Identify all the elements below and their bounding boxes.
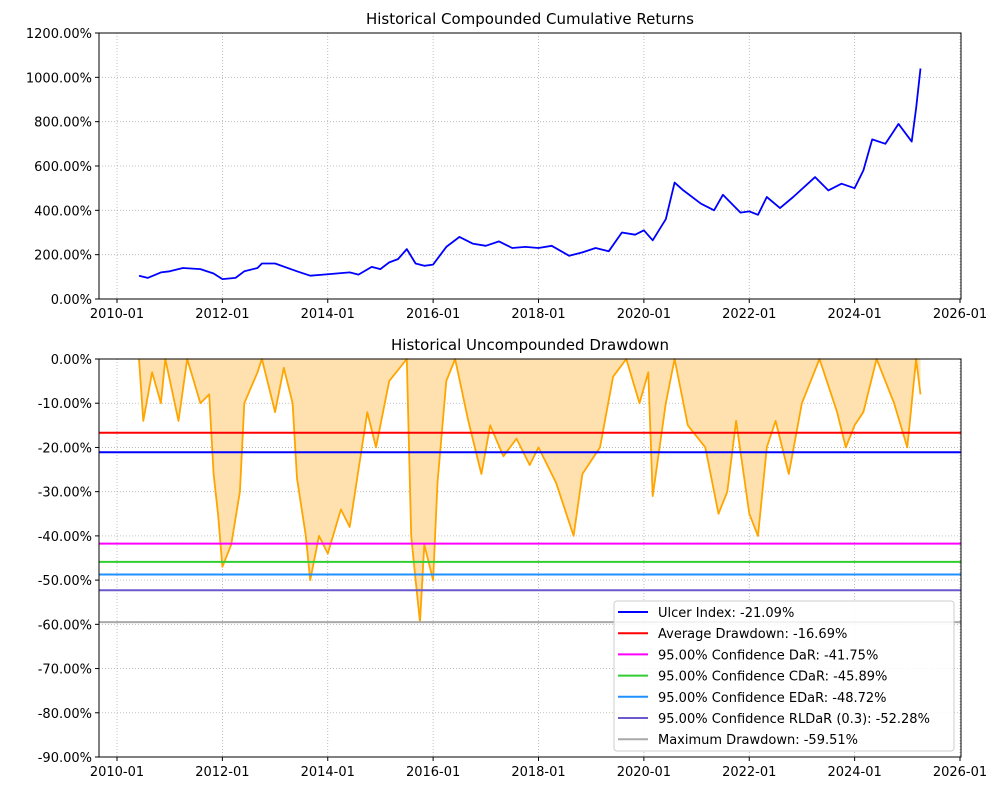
y-tick-label: 1200.00% xyxy=(26,27,92,42)
legend-item: 95.00% Confidence RLDaR (0.3): -52.28% xyxy=(618,712,930,727)
top-series xyxy=(138,68,922,280)
top-chart-title: Historical Compounded Cumulative Returns xyxy=(366,10,694,28)
y-tick-label: -70.00% xyxy=(38,663,92,678)
x-tick-label: 2012-01 xyxy=(195,307,249,322)
bottom-y-ticks: 0.00% -10.00% -20.00% -30.00% -40.00% -50.00%… xyxy=(38,353,99,766)
x-tick-label: 2010-01 xyxy=(90,307,144,322)
y-tick-label: 1000.00% xyxy=(26,71,92,86)
x-tick-label: 2014-01 xyxy=(301,765,355,780)
legend-label: 95.00% Confidence DaR: -41.75% xyxy=(658,648,878,663)
bottom-series xyxy=(138,358,922,623)
legend-item: Average Drawdown: -16.69% xyxy=(618,627,847,642)
legend-box xyxy=(613,600,955,752)
top-grid xyxy=(99,32,961,300)
y-tick-label: 0.00% xyxy=(51,353,92,368)
bottom-chart-title: Historical Uncompounded Drawdown xyxy=(391,336,669,354)
risk-lines xyxy=(99,431,961,624)
x-tick-label: 2026-01 xyxy=(933,765,987,780)
legend-item: 95.00% Confidence CDaR: -45.89% xyxy=(618,670,887,685)
legend-label: 95.00% Confidence RLDaR (0.3): -52.28% xyxy=(658,712,930,727)
cumulative-returns-chart: Historical Compounded Cumulative Returns… xyxy=(26,10,987,322)
x-tick-label: 2020-01 xyxy=(617,765,671,780)
y-tick-label: -60.00% xyxy=(38,618,92,633)
legend-label: Maximum Drawdown: -59.51% xyxy=(658,733,858,748)
y-tick-label: 400.00% xyxy=(34,204,92,219)
legend-item: Maximum Drawdown: -59.51% xyxy=(618,733,858,748)
bottom-x-ticks: 2010-01 2012-01 2014-01 2016-01 2018-01 2020-… xyxy=(90,757,987,780)
y-tick-label: 600.00% xyxy=(34,160,92,175)
legend: Ulcer Index: -21.09% Average Drawdown: -1… xyxy=(613,600,955,752)
legend-label: 95.00% Confidence CDaR: -45.89% xyxy=(658,670,887,685)
y-tick-label: -10.00% xyxy=(38,397,92,412)
x-tick-label: 2024-01 xyxy=(827,307,881,322)
x-tick-label: 2026-01 xyxy=(933,307,987,322)
y-tick-label: 200.00% xyxy=(34,249,92,264)
x-tick-label: 2010-01 xyxy=(90,765,144,780)
top-x-ticks: 2010-01 2012-01 2014-01 2016-01 2018-01 2020-… xyxy=(90,299,987,322)
x-tick-label: 2016-01 xyxy=(406,307,460,322)
drawdown-chart: Historical Uncompounded Drawdown 0.00% -1… xyxy=(38,336,987,780)
bottom-axes-frame xyxy=(98,358,962,758)
legend-item: 95.00% Confidence DaR: -41.75% xyxy=(618,648,878,663)
y-tick-label: -50.00% xyxy=(38,574,92,589)
y-tick-label: 0.00% xyxy=(51,293,92,308)
x-tick-label: 2014-01 xyxy=(301,307,355,322)
x-tick-label: 2022-01 xyxy=(722,765,776,780)
y-tick-label: -90.00% xyxy=(38,751,92,766)
top-y-ticks: 0.00% 200.00% 400.00% 600.00% 800.00% 1000.00… xyxy=(26,27,99,308)
y-tick-label: 800.00% xyxy=(34,116,92,131)
x-tick-label: 2022-01 xyxy=(722,307,776,322)
legend-label: Ulcer Index: -21.09% xyxy=(658,606,794,621)
legend-label: 95.00% Confidence EDaR: -48.72% xyxy=(658,691,887,706)
legend-item: 95.00% Confidence EDaR: -48.72% xyxy=(618,691,887,706)
legend-label: Average Drawdown: -16.69% xyxy=(658,627,847,642)
x-tick-label: 2018-01 xyxy=(511,307,565,322)
x-tick-label: 2018-01 xyxy=(511,765,565,780)
cumulative-returns-line xyxy=(138,68,922,280)
y-tick-label: -40.00% xyxy=(38,530,92,545)
drawdown-area xyxy=(139,359,921,623)
legend-item: Ulcer Index: -21.09% xyxy=(618,606,794,621)
x-tick-label: 2016-01 xyxy=(406,765,460,780)
y-tick-label: -30.00% xyxy=(38,486,92,501)
y-tick-label: -20.00% xyxy=(38,441,92,456)
y-tick-label: -80.00% xyxy=(38,707,92,722)
x-tick-label: 2012-01 xyxy=(195,765,249,780)
x-tick-label: 2020-01 xyxy=(617,307,671,322)
x-tick-label: 2024-01 xyxy=(827,765,881,780)
